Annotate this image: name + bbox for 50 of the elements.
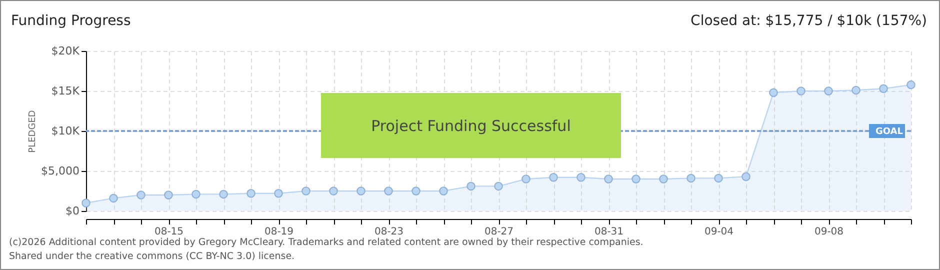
y-tick-label: $5,000 — [41, 164, 80, 178]
x-tick-label: 08-15 — [154, 226, 184, 238]
y-tick-label: $10K — [51, 124, 80, 138]
point — [109, 194, 118, 203]
text: Closed at: $15,775 / $10k (157%) — [690, 13, 927, 29]
point — [522, 174, 530, 184]
x-tick-label: 08-31 — [594, 226, 624, 238]
point — [714, 174, 723, 183]
point — [769, 88, 778, 97]
point — [82, 198, 90, 208]
x-tick-label: 08-27 — [484, 226, 514, 238]
point — [824, 86, 833, 96]
point — [356, 186, 366, 196]
banner: Project Funding Successful — [321, 93, 621, 158]
point — [604, 174, 613, 184]
point — [742, 172, 750, 181]
point — [384, 186, 393, 196]
point — [659, 174, 668, 184]
x-tick-label: 08-23 — [374, 226, 404, 238]
x-tick-label: 09-04 — [704, 226, 734, 238]
point — [632, 174, 640, 184]
x-tick-label: 09-08 — [814, 226, 844, 238]
point — [192, 190, 200, 199]
x-tick-label: 08-19 — [264, 226, 294, 238]
point — [302, 186, 310, 196]
point — [412, 186, 420, 196]
point — [246, 189, 256, 198]
point — [164, 190, 173, 200]
y-axis-title: PLEDGED — [28, 110, 38, 153]
y-tick-label: $0 — [66, 204, 80, 218]
point — [136, 190, 146, 200]
y-tick-label: $15K — [51, 84, 80, 98]
text: Shared under the creative commons (CC BY-NC 3.0) license. — [9, 251, 295, 262]
point — [796, 86, 806, 96]
chart-title: Funding Progress — [11, 13, 131, 29]
point — [274, 189, 283, 198]
point — [466, 182, 476, 191]
point — [219, 190, 228, 199]
point — [494, 182, 503, 191]
point — [549, 173, 558, 182]
ref-line-label: GOAL — [876, 127, 904, 137]
point — [906, 80, 916, 90]
point — [852, 86, 860, 95]
y-tick-label: $20K — [51, 44, 80, 58]
point — [439, 186, 448, 196]
point — [576, 173, 586, 182]
point — [879, 84, 888, 93]
text: (c)2026 Additional content provided by Gregory McCleary. Trademarks and related content are owned by their respective companies. — [9, 237, 644, 248]
point — [686, 174, 696, 183]
point — [329, 186, 338, 196]
